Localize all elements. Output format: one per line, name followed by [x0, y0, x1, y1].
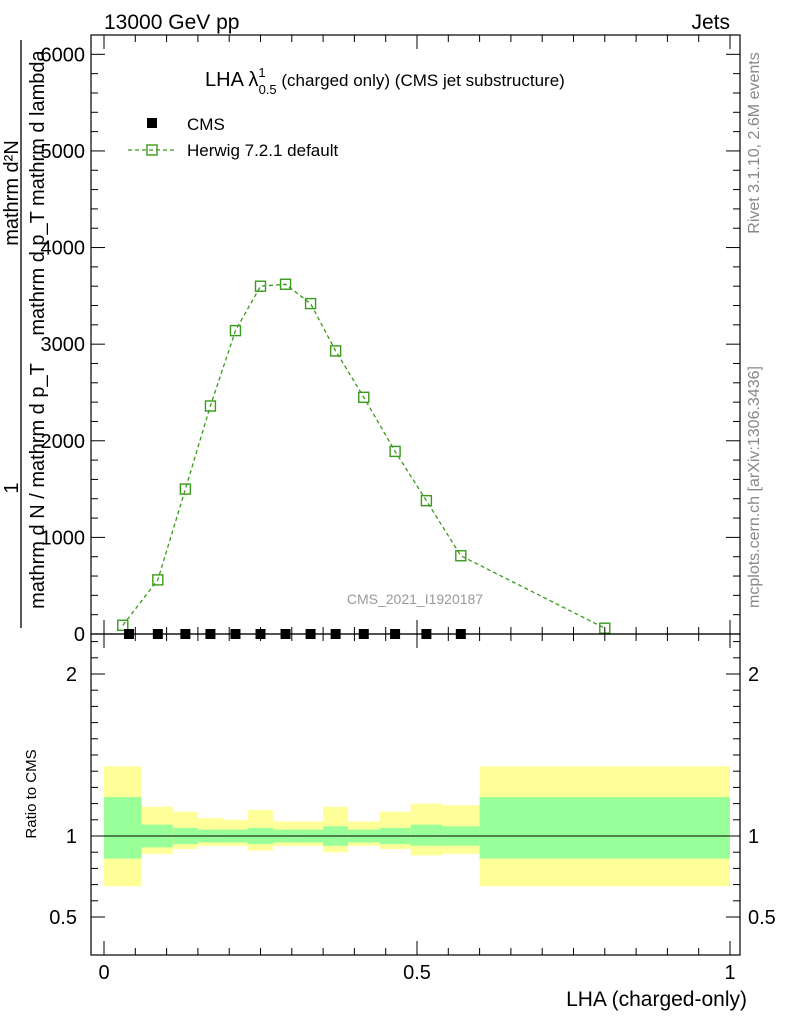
herwig-point	[358, 391, 370, 403]
herwig-line	[122, 283, 606, 629]
herwig-point	[304, 297, 317, 310]
legend-cms-label: CMS	[187, 115, 225, 134]
header-left: 13000 GeV pp	[104, 11, 239, 34]
x-tick-label: 0.5	[403, 962, 431, 984]
y-tick-label: 6000	[41, 44, 86, 66]
herwig-point	[389, 445, 401, 458]
ratio-y-tick-label-right: 2	[748, 664, 759, 686]
ratio-y-tick-label: 0.5	[49, 907, 77, 929]
herwig-point	[179, 483, 192, 495]
herwig-point	[152, 574, 164, 586]
herwig-point	[329, 345, 342, 357]
ratio-band-inner	[410, 824, 443, 846]
legend-herwig-label: Herwig 7.2.1 default	[187, 141, 338, 160]
x-axis-label: LHA (charged-only)	[566, 988, 747, 1011]
herwig-point	[279, 278, 292, 290]
plot-title: LHA λ1 0.5 (charged only) (CMS jet substr…	[205, 65, 565, 97]
ratio-band-inner	[104, 797, 142, 859]
ratio-plot-frame	[90, 633, 741, 956]
y-tick-label: 0	[74, 624, 85, 646]
analysis-id: CMS_2021_I1920187	[347, 591, 483, 607]
y-tick-label: 4000	[41, 238, 86, 260]
legend: CMS Herwig 7.2.1 default	[128, 115, 338, 160]
y-tick-label: 3000	[41, 334, 86, 356]
herwig-point	[254, 280, 267, 292]
header-right: Jets	[691, 11, 730, 34]
herwig-point	[455, 550, 467, 562]
x-tick-label: 0	[98, 962, 109, 984]
mcplots-label: mcplots.cern.ch [arXiv:1306.3436]	[746, 366, 763, 608]
legend-cms-marker	[147, 118, 157, 128]
y-tick-label: 5000	[41, 141, 86, 163]
herwig-point	[420, 494, 433, 507]
y-tick-label: 2000	[41, 431, 86, 453]
ylabel-fraction-bottom: mathrm d p_T mathrm d lambda	[27, 49, 49, 335]
main-plot: 0 1000 2000 3000 4000 5000 6000 LHA λ1 0.5 (cha…	[1, 34, 741, 646]
ylabel-denominator: mathrm d N / mathrm d p_T	[27, 363, 49, 609]
rivet-label: Rivet 3.1.10, 2.6M events	[746, 52, 763, 233]
ratio-y-tick-label-right: 0.5	[748, 907, 776, 929]
main-y-axis-label: 1 mathrm d N / mathrm d p_T mathrm d²N m…	[1, 40, 49, 628]
ratio-y-axis-label: Ratio to CMS	[23, 749, 40, 838]
ratio-y-tick-label: 2	[66, 664, 77, 686]
legend-herwig-marker	[146, 144, 158, 156]
y-tick-label: 1000	[41, 527, 86, 549]
ratio-plot: 0.5 0.5 1 1 2 2 0 0.5 1 Ratio to CMS LHA (charge…	[23, 633, 776, 1011]
ratio-y-tick-label-right: 1	[748, 826, 759, 848]
herwig-point	[229, 324, 242, 337]
ratio-y-tick-label: 1	[66, 826, 77, 848]
ylabel-fraction-top: mathrm d²N	[1, 140, 23, 246]
x-tick-label: 1	[724, 962, 735, 984]
ylabel-numerator: 1	[1, 482, 23, 493]
ratio-band-inner	[479, 797, 730, 859]
herwig-point	[117, 619, 129, 632]
herwig-point	[204, 400, 217, 412]
